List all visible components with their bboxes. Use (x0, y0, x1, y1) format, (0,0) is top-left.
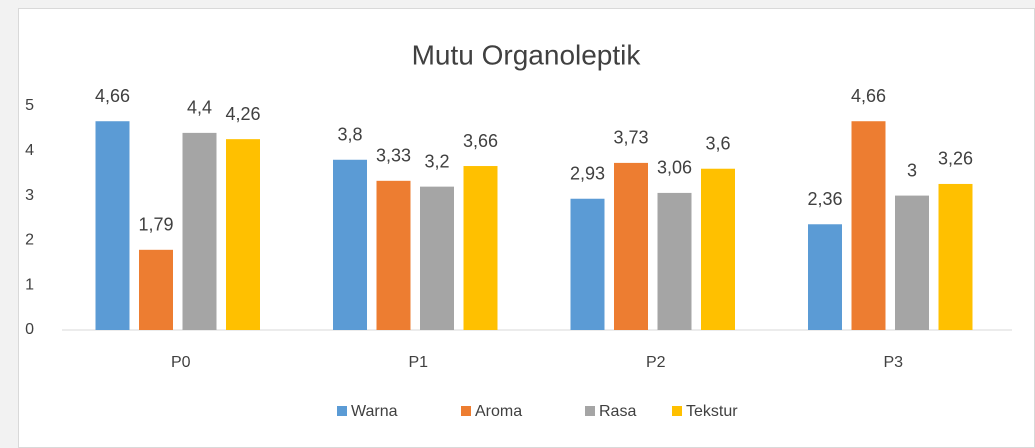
data-label: 4,26 (225, 104, 260, 124)
data-label: 3,26 (938, 149, 973, 169)
data-label: 3,2 (424, 151, 449, 171)
bar (657, 192, 692, 330)
chart-title: Mutu Organoleptik (412, 39, 642, 70)
legend-label: Rasa (599, 403, 636, 420)
data-label: 3,73 (613, 128, 648, 148)
bar (182, 132, 217, 330)
bar (226, 139, 260, 330)
bar (895, 195, 929, 330)
bar (463, 166, 498, 330)
x-tick-label: P3 (883, 354, 903, 371)
bar (851, 121, 886, 331)
data-label: 2,93 (570, 163, 605, 183)
bar (95, 121, 130, 331)
bar (808, 224, 842, 330)
bar (139, 249, 173, 330)
data-label: 1,79 (138, 215, 173, 235)
bar (570, 198, 605, 330)
x-tick-label: P0 (171, 354, 191, 371)
bar (614, 162, 648, 330)
legend-swatch (672, 406, 682, 416)
legend-label: Tekstur (686, 403, 738, 420)
x-tick-label: P2 (646, 354, 666, 371)
data-label: 4,4 (187, 98, 212, 118)
data-label: 4,66 (851, 86, 886, 106)
bar (938, 183, 973, 330)
data-label: 3,6 (705, 133, 730, 153)
legend-label: Warna (351, 403, 398, 420)
bar (420, 186, 454, 330)
legend-swatch (461, 406, 471, 416)
data-label: 3,33 (376, 146, 411, 166)
data-label: 3,06 (657, 158, 692, 178)
y-tick-label: 2 (25, 232, 34, 249)
legend-swatch (337, 406, 347, 416)
data-label: 3 (907, 160, 917, 180)
data-label: 2,36 (807, 189, 842, 209)
bar (333, 159, 367, 330)
data-label: 3,66 (463, 131, 498, 151)
y-tick-label: 0 (25, 321, 34, 338)
y-tick-label: 1 (25, 276, 34, 293)
bar (376, 180, 411, 330)
data-label: 3,8 (337, 125, 362, 145)
legend-swatch (585, 406, 595, 416)
data-label: 4,66 (95, 86, 130, 106)
legend-label: Aroma (475, 403, 522, 420)
y-tick-label: 4 (25, 142, 34, 159)
bar (701, 168, 735, 330)
y-tick-label: 3 (25, 187, 34, 204)
y-tick-label: 5 (25, 97, 34, 114)
x-tick-label: P1 (408, 354, 428, 371)
